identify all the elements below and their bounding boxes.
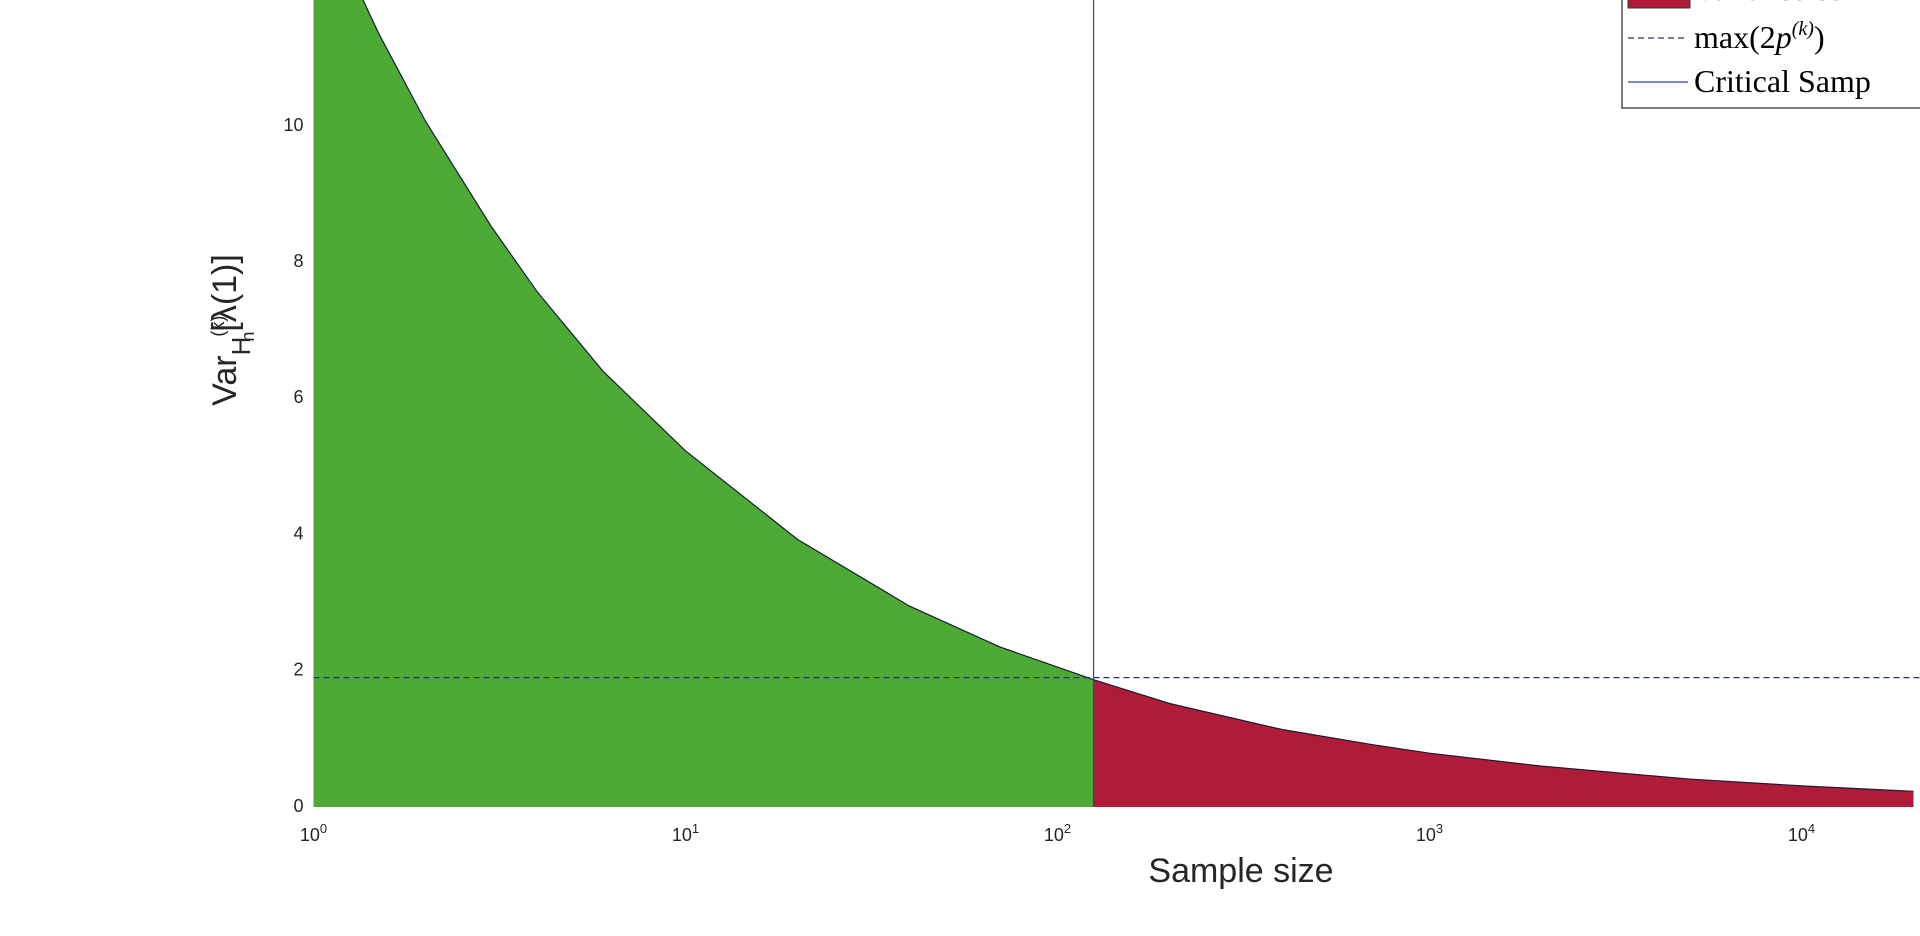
legend-label: Variance con <box>1694 0 1860 7</box>
y-axis-label: VarH(k) n[λ(1)] <box>206 254 258 406</box>
x-tick-label: 103 <box>1416 821 1443 845</box>
y-tick-label: 4 <box>293 523 303 543</box>
legend-swatch <box>1627 0 1691 9</box>
legend-box <box>1621 0 1920 109</box>
y-tick-label: 0 <box>293 796 303 816</box>
legend-label: Critical Samp <box>1694 63 1871 99</box>
x-tick-label: 101 <box>672 821 699 845</box>
x-tick-label: 104 <box>1788 821 1815 845</box>
x-tick-label: 102 <box>1044 821 1071 845</box>
curve <box>1093 679 1914 792</box>
area <box>313 0 1094 807</box>
x-tick-label: 100 <box>300 821 327 845</box>
y-tick-label: 8 <box>293 251 303 271</box>
x-axis-label: Sample size <box>1148 852 1333 890</box>
y-tick-label: 2 <box>293 660 303 680</box>
legend-label: max(2p(k)) <box>1694 18 1825 55</box>
y-tick-label: 10 <box>283 115 303 135</box>
y-tick-label: 6 <box>293 387 303 407</box>
curve <box>362 0 1094 681</box>
area <box>1093 679 1914 807</box>
